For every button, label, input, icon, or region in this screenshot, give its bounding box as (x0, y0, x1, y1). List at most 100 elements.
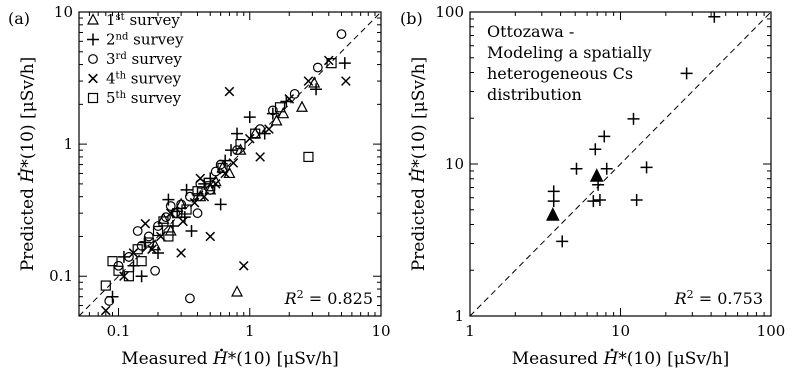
y-tick-label: 0.1 (49, 267, 73, 285)
data-point (124, 252, 134, 262)
x-tick-label: 10 (371, 322, 390, 340)
data-point (336, 29, 347, 40)
axis-label-suffix: *(10) [μSv/h] (18, 57, 38, 168)
annotation-line: Modeling a spatially (487, 43, 652, 62)
legend-ordinal-suffix: st (116, 12, 125, 23)
data-point (708, 12, 721, 23)
data-point (185, 293, 195, 304)
data-point (152, 225, 164, 237)
data-point (107, 256, 118, 267)
series-plus (547, 12, 721, 248)
series-square (100, 58, 337, 291)
annotation-line: heterogeneous Cs (487, 64, 633, 83)
data-point (192, 186, 203, 197)
x-tick-label: 0.1 (107, 322, 131, 340)
data-point (312, 62, 323, 73)
legend-ordinal-suffix: th (116, 70, 127, 81)
data-point (556, 235, 569, 248)
axis-label-suffix: *(10) [μSv/h] (228, 349, 339, 369)
plot-frame (78, 11, 382, 317)
y-tick-label: 10 (54, 3, 73, 21)
data-point (267, 105, 278, 116)
data-point (264, 124, 274, 134)
legend-label-text: survey (125, 11, 181, 29)
x-axis-label: Measured H*(10) [μSv/h] (121, 349, 339, 369)
axis-label-suffix: *(10) [μSv/h] (409, 57, 429, 168)
legend-ordinal-suffix: th (116, 90, 127, 101)
annotation-line: distribution (487, 85, 582, 104)
data-point (238, 260, 249, 271)
r-squared-value: = 0.753 (694, 289, 763, 308)
axis-label-symbol: H (602, 349, 619, 369)
legend-label: 5th survey (106, 89, 182, 107)
data-point (243, 111, 256, 124)
data-point (88, 54, 98, 64)
data-point (149, 238, 162, 251)
axis-label-prefix: Predicted (18, 183, 38, 272)
data-point (215, 159, 226, 170)
data-point (587, 195, 600, 208)
data-point (627, 112, 640, 125)
dot-accent (408, 172, 412, 176)
data-point (150, 265, 160, 276)
data-point (214, 198, 227, 211)
data-point (132, 244, 143, 255)
legend-ordinal-suffix: rd (116, 51, 128, 62)
plot-frame (469, 11, 772, 317)
y-tick-label: 1 (454, 307, 464, 325)
data-point (166, 219, 179, 232)
data-point (87, 33, 99, 46)
data-point (255, 152, 265, 162)
data-point (87, 92, 99, 104)
data-point (250, 128, 261, 139)
r-squared-exponent: 2 (297, 288, 304, 301)
data-point (88, 73, 98, 84)
data-point (323, 55, 334, 66)
data-point (326, 58, 337, 69)
legend-label-text: survey (127, 50, 183, 68)
axis-label-prefix: Predicted (409, 183, 429, 272)
data-point (270, 114, 283, 126)
x-tick-label: 1 (465, 322, 475, 340)
legend-ordinal-suffix: nd (116, 31, 129, 42)
data-point (87, 13, 99, 25)
series-triangle (149, 76, 321, 297)
axis-label-symbol: H (212, 349, 229, 369)
data-point (104, 296, 115, 306)
legend-label: 1st survey (106, 11, 180, 29)
axis-label-prefix: Measured (121, 349, 213, 369)
r-squared: R2 = 0.753 (674, 288, 763, 309)
data-point (341, 76, 351, 86)
y-tick-label: 10 (445, 155, 464, 173)
legend-label: 2nd survey (106, 31, 184, 49)
data-point (136, 256, 147, 267)
data-point (232, 145, 242, 156)
y-axis-label: Predicted H*(10) [μSv/h] (18, 57, 38, 272)
data-point (140, 218, 151, 229)
axis-label-prefix: Measured (512, 349, 604, 369)
legend-ordinal: 4 (106, 70, 116, 88)
legend-ordinal: 5 (106, 89, 116, 107)
data-point (600, 162, 613, 175)
data-point (185, 224, 198, 237)
r-squared-exponent: 2 (687, 288, 694, 301)
data-point (199, 191, 210, 202)
data-point (205, 231, 216, 242)
axis-label-symbol: H (18, 167, 38, 184)
data-point (147, 244, 157, 255)
data-points (100, 29, 351, 316)
data-point (589, 168, 604, 182)
legend-label: 4th survey (106, 70, 182, 88)
data-point (640, 161, 653, 174)
data-point (593, 193, 606, 206)
data-point (289, 88, 300, 99)
x-tick-label: 100 (757, 322, 786, 340)
data-point (244, 133, 255, 144)
legend-label: 3rd survey (106, 50, 182, 68)
r-squared-symbol: R (284, 289, 297, 308)
data-point (547, 195, 560, 208)
data-point (274, 102, 286, 113)
data-point (113, 265, 124, 276)
